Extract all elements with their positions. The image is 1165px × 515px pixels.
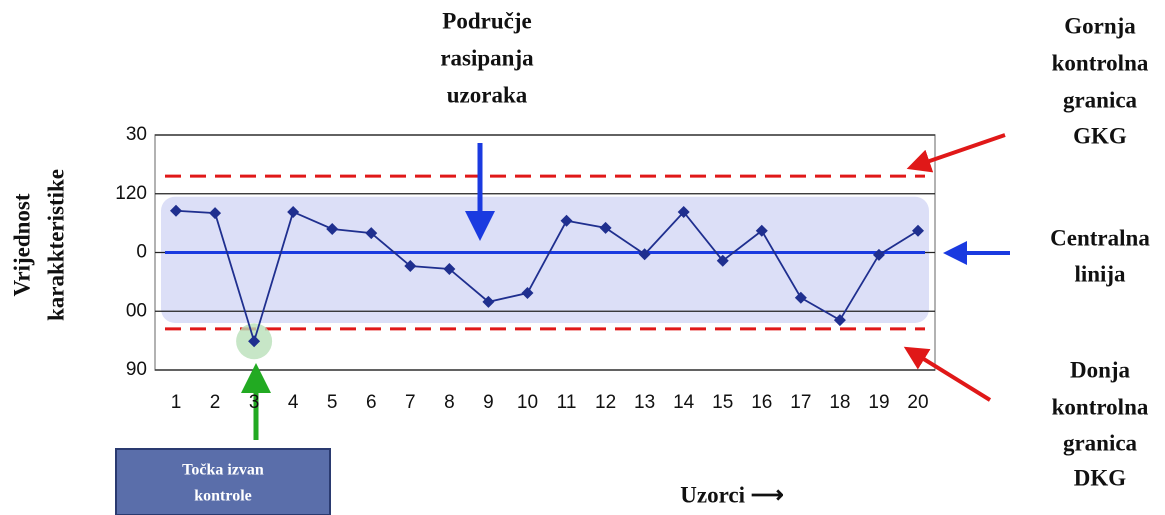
annotation: GKG — [1073, 123, 1127, 148]
data-point — [443, 262, 456, 275]
y-tick-label: 120 — [115, 183, 147, 204]
callout-box — [115, 448, 331, 515]
data-point — [287, 205, 300, 218]
y-axis-label: karakkteristike — [43, 169, 68, 321]
data-point — [599, 221, 612, 234]
x-tick-label: 8 — [444, 392, 455, 413]
x-tick-label: 1 — [171, 392, 182, 413]
arrow — [903, 346, 992, 402]
data-point — [404, 260, 417, 273]
annotation: rasipanja — [440, 45, 534, 70]
data-point — [365, 227, 378, 240]
data-point — [326, 223, 339, 235]
annotation: granica — [1063, 430, 1138, 455]
x-tick-label: 7 — [405, 392, 416, 413]
series-line — [175, 209, 919, 345]
y-tick-label: 30 — [126, 124, 147, 145]
x-tick-label: 13 — [634, 392, 655, 413]
x-tick-label: 3 — [249, 392, 260, 413]
annotation: Centralna — [1050, 225, 1150, 250]
data-point — [912, 224, 924, 237]
x-tick-label: 20 — [907, 392, 928, 413]
data-point — [170, 204, 182, 217]
annotation: granica — [1063, 87, 1138, 112]
plot-area — [154, 134, 936, 371]
x-tick-label: 16 — [751, 392, 772, 413]
data-point — [638, 248, 651, 261]
x-axis-label: Uzorci ⟶ — [680, 482, 783, 507]
x-tick-label: 17 — [790, 392, 811, 413]
x-tick-label: 14 — [673, 392, 695, 413]
data-point — [521, 287, 534, 300]
data-point — [872, 248, 885, 261]
data-point — [209, 207, 222, 220]
y-tick-label: 00 — [126, 300, 147, 321]
x-tick-label: 2 — [210, 392, 221, 413]
x-tick-label: 9 — [483, 392, 494, 413]
x-tick-label: 10 — [517, 392, 538, 413]
data-point — [833, 314, 846, 327]
y-tick-label: 90 — [126, 359, 147, 380]
x-tick-label: 15 — [712, 392, 733, 413]
annotation: uzoraka — [447, 82, 528, 107]
annotation: Područje — [442, 8, 531, 33]
annotation: DKG — [1074, 465, 1127, 490]
data-point — [794, 291, 807, 304]
annotation: kontrolna — [1052, 50, 1149, 75]
annotation: Donja — [1070, 357, 1131, 382]
data-point — [755, 224, 768, 237]
x-tick-label: 5 — [327, 392, 338, 413]
data-point — [560, 214, 573, 227]
x-tick-label: 19 — [868, 392, 889, 413]
arrow — [906, 133, 1006, 173]
x-tick-label: 12 — [595, 392, 616, 413]
x-tick-label: 6 — [366, 392, 377, 413]
y-tick-label: 0 — [136, 242, 147, 263]
x-tick-label: 4 — [288, 392, 299, 413]
data-point — [716, 254, 729, 267]
x-tick-label: 11 — [557, 392, 577, 413]
x-tick-label: 18 — [829, 392, 850, 413]
annotation: Gornja — [1064, 13, 1136, 38]
data-point — [248, 335, 261, 348]
annotation: kontrolna — [1052, 394, 1149, 419]
y-axis-label: Vrijednost — [9, 193, 34, 296]
callout-text: Točka izvan — [182, 462, 264, 479]
annotation: linija — [1074, 261, 1126, 286]
callout-text: kontrole — [194, 488, 251, 505]
data-point — [677, 205, 690, 218]
data-point — [482, 295, 495, 308]
